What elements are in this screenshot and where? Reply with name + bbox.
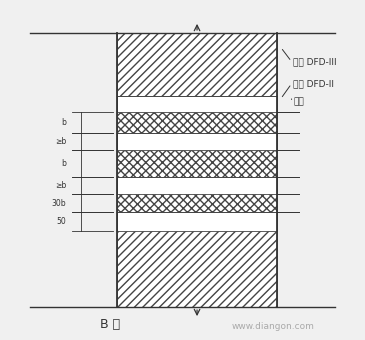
Text: 电缆: 电缆	[293, 98, 304, 107]
Text: 堵料 DFD-III: 堵料 DFD-III	[293, 57, 337, 66]
Text: ≥b: ≥b	[55, 181, 66, 190]
Bar	[117, 133, 277, 150]
Bar	[117, 177, 277, 194]
Text: b: b	[61, 118, 66, 127]
Bar	[117, 194, 277, 212]
Text: ≥b: ≥b	[55, 137, 66, 146]
Text: B 图: B 图	[100, 318, 120, 331]
Bar	[117, 150, 277, 177]
Text: 50: 50	[57, 217, 66, 226]
Bar	[117, 212, 277, 231]
Bar	[117, 96, 277, 113]
Text: 堵料 DFD-II: 堵料 DFD-II	[293, 79, 334, 88]
Bar	[117, 231, 277, 307]
Bar	[117, 113, 277, 133]
Text: b: b	[61, 159, 66, 168]
Text: www.diangon.com: www.diangon.com	[232, 322, 315, 331]
Bar	[117, 33, 277, 96]
Text: 30b: 30b	[51, 199, 66, 207]
